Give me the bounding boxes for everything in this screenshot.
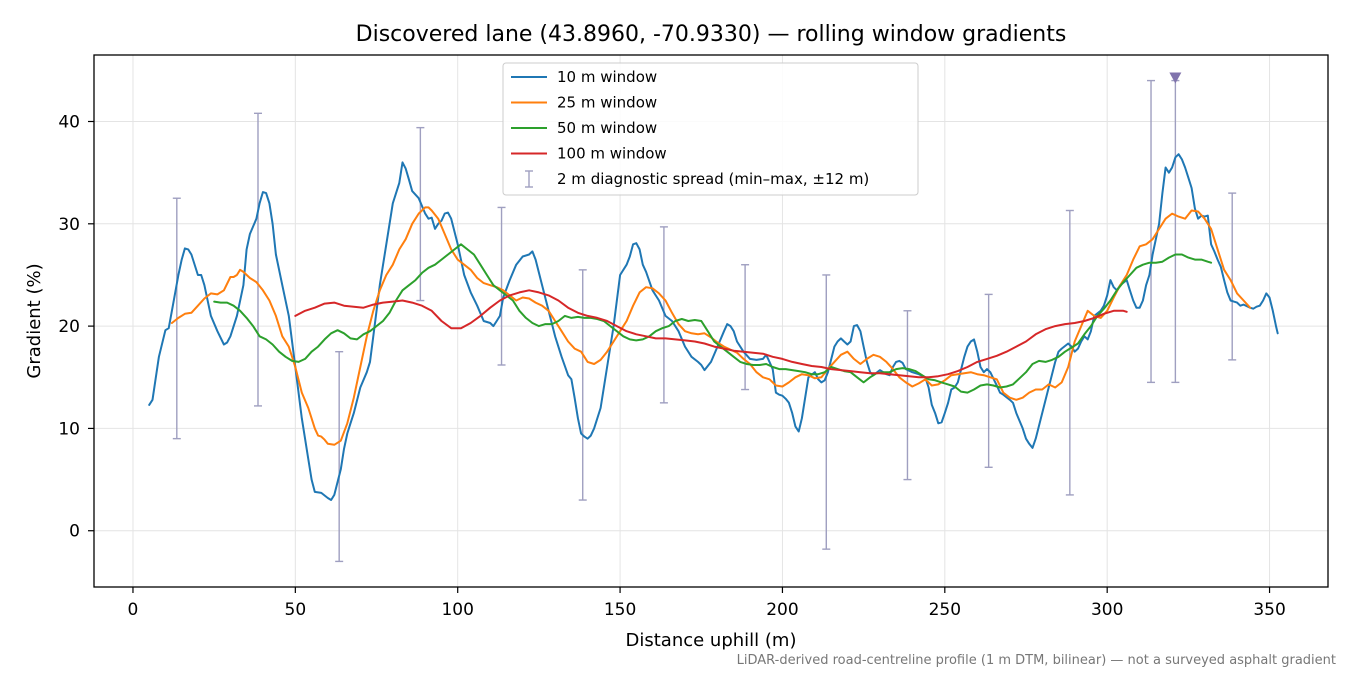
spread-bar [822, 274, 831, 550]
spread-bar [335, 350, 344, 563]
plot-frame [93, 54, 1329, 588]
y-axis-label: Gradient (%) [24, 263, 45, 378]
series-line-0 [148, 153, 1279, 501]
spread-bar [659, 226, 668, 404]
peak-marker-triangle [1169, 72, 1182, 84]
y-axis-ticks: 0 10 20 30 40 [58, 113, 94, 542]
legend-label: 100 m window [557, 145, 667, 163]
legend-entry-0: 10 m window [511, 68, 657, 86]
spread-bar [416, 126, 425, 302]
y-tick-label: 20 [58, 317, 80, 337]
x-tick-label: 350 [1253, 600, 1285, 620]
spread-bar [903, 310, 912, 481]
spread-bar [497, 206, 506, 366]
x-tick-label: 200 [766, 600, 798, 620]
legend-label: 25 m window [557, 94, 657, 112]
y-tick-label: 40 [58, 113, 80, 133]
x-tick-label: 100 [441, 600, 473, 620]
x-tick-label: 300 [1091, 600, 1123, 620]
series-line-1 [170, 206, 1252, 446]
x-axis-ticks: 0 50 100 150 200 250 300 350 [128, 587, 1286, 620]
x-tick-label: 250 [929, 600, 961, 620]
legend-entry-4: 2 m diagnostic spread (min–max, ±12 m) [525, 170, 869, 188]
spread-bar [1228, 192, 1237, 361]
x-axis-label: Distance uphill (m) [626, 630, 797, 651]
legend-entry-2: 50 m window [511, 119, 657, 137]
legend-label: 10 m window [557, 68, 657, 86]
spread-bar [741, 264, 750, 391]
legend-box [502, 62, 919, 196]
x-tick-label: 50 [285, 600, 307, 620]
x-tick-label: 0 [128, 600, 139, 620]
y-tick-label: 10 [58, 419, 80, 439]
series-lines [148, 153, 1279, 501]
spread-bar [578, 269, 587, 501]
legend-label: 2 m diagnostic spread (min–max, ±12 m) [557, 170, 869, 188]
footnote: LiDAR-derived road-centreline profile (1… [737, 653, 1336, 668]
y-tick-label: 30 [58, 215, 80, 235]
spread-bar [1171, 79, 1180, 384]
legend-entry-1: 25 m window [511, 94, 657, 112]
y-tick-label: 0 [69, 522, 80, 542]
series-line-2 [213, 243, 1213, 394]
legend-entry-3: 100 m window [511, 145, 667, 163]
x-tick-label: 150 [604, 600, 636, 620]
legend: 10 m window 25 m window 50 m window 100 m w… [502, 62, 919, 196]
legend-label: 50 m window [557, 119, 657, 137]
spread-bar [1147, 79, 1156, 384]
spread-bar [253, 112, 262, 407]
series-line-3 [294, 289, 1128, 379]
chart-title: Discovered lane (43.8960, -70.9330) — ro… [356, 22, 1067, 47]
peak-marker [1169, 72, 1182, 84]
spread-bar [1065, 209, 1074, 496]
spread-bar [984, 293, 993, 468]
